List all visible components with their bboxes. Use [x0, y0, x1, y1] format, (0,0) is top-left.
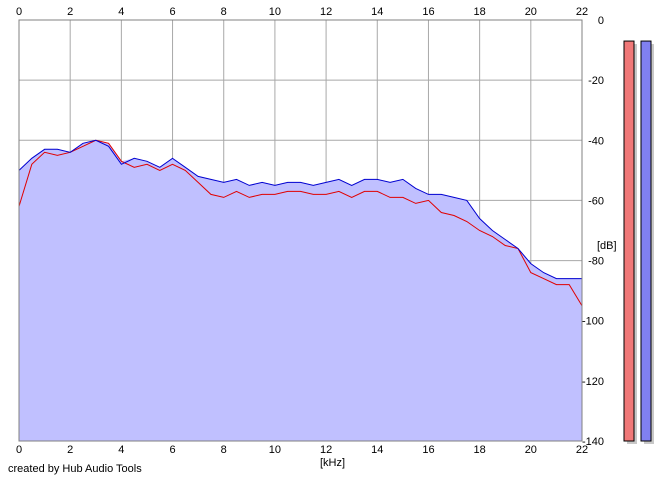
x-tick-label-bottom: 14 — [371, 444, 383, 456]
y-tick-label: -100 — [582, 316, 604, 328]
x-tick-label-top: 20 — [525, 6, 537, 18]
y-axis-label: [dB] — [597, 240, 617, 252]
spectrum-fill — [19, 140, 582, 442]
x-tick-label-bottom: 12 — [320, 444, 332, 456]
x-tick-label-top: 4 — [118, 6, 124, 18]
x-tick-label-top: 6 — [169, 6, 175, 18]
x-tick-label-top: 2 — [67, 6, 73, 18]
y-tick-label: -60 — [588, 195, 604, 207]
x-tick-label-bottom: 22 — [576, 444, 588, 456]
x-tick-label-top: 8 — [221, 6, 227, 18]
series-line — [18, 139, 583, 306]
x-tick-label-bottom: 18 — [474, 444, 486, 456]
y-tick-label: 0 — [598, 15, 604, 27]
x-tick-label-top: 18 — [474, 6, 486, 18]
x-tick-label-bottom: 8 — [221, 444, 227, 456]
series-line — [18, 139, 582, 280]
level-meter — [623, 40, 635, 442]
y-tick-label: -40 — [588, 135, 604, 147]
x-tick-label-bottom: 6 — [169, 444, 175, 456]
x-tick-label-top: 14 — [371, 6, 383, 18]
y-tick-label: -140 — [582, 436, 604, 448]
x-tick-label-bottom: 16 — [422, 444, 434, 456]
x-tick-label-top: 12 — [320, 6, 332, 18]
y-tick-label: -80 — [588, 256, 604, 268]
x-tick-label-bottom: 2 — [67, 444, 73, 456]
x-tick-label-top: 16 — [422, 6, 434, 18]
x-tick-label-bottom: 20 — [525, 444, 537, 456]
x-tick-label-bottom: 0 — [16, 444, 22, 456]
y-tick-label: -120 — [582, 376, 604, 388]
x-tick-label-top: 0 — [16, 6, 22, 18]
x-tick-label-bottom: 4 — [118, 444, 124, 456]
x-tick-label-bottom: 10 — [269, 444, 281, 456]
credit-text: created by Hub Audio Tools — [8, 463, 142, 475]
x-axis-label: [kHz] — [320, 457, 346, 469]
x-tick-label-top: 22 — [576, 6, 588, 18]
level-meter — [640, 40, 652, 442]
y-tick-label: -20 — [588, 75, 604, 87]
x-tick-label-top: 10 — [269, 6, 281, 18]
plot-frame — [18, 19, 583, 442]
